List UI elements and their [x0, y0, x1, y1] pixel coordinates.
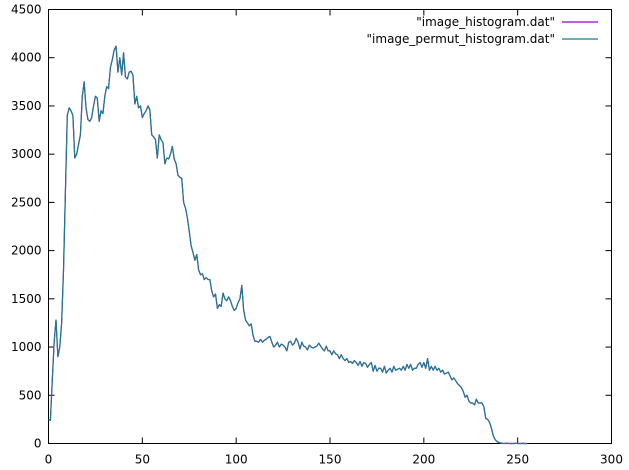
- y-tick-label: 500: [19, 388, 42, 402]
- y-tick-label: 1500: [11, 292, 42, 306]
- y-tick-label: 4500: [11, 3, 42, 17]
- y-tick-label: 3500: [11, 99, 42, 113]
- legend: "image_histogram.dat" "image_permut_hist…: [367, 15, 598, 46]
- y-tick-label: 4000: [11, 51, 42, 65]
- series-layer: [48, 45, 528, 445]
- legend-label-image-permut-histogram: "image_permut_histogram.dat": [367, 32, 555, 46]
- x-tick-label: 100: [225, 453, 248, 467]
- series-line-image-histogram: [48, 45, 528, 445]
- x-tick-label: 250: [506, 453, 529, 467]
- y-tick-label: 3000: [11, 147, 42, 161]
- x-tick-label: 150: [319, 453, 342, 467]
- x-axis: 0 50 100 150 200 250 300: [45, 9, 623, 467]
- x-tick-label: 0: [45, 453, 53, 467]
- y-tick-label: 2000: [11, 244, 42, 258]
- y-axis: 0 500 1000 1500 2000 2500 3000 3500 4000 4500: [11, 3, 612, 451]
- x-tick-label: 200: [412, 453, 435, 467]
- y-tick-label: 1000: [11, 340, 42, 354]
- x-tick-label: 300: [600, 453, 623, 467]
- x-tick-label: 50: [135, 453, 150, 467]
- legend-label-image-histogram: "image_histogram.dat": [416, 15, 555, 29]
- y-tick-label: 2500: [11, 195, 42, 209]
- series-line-image-permut-histogram: [48, 45, 528, 445]
- y-tick-label: 0: [34, 437, 42, 451]
